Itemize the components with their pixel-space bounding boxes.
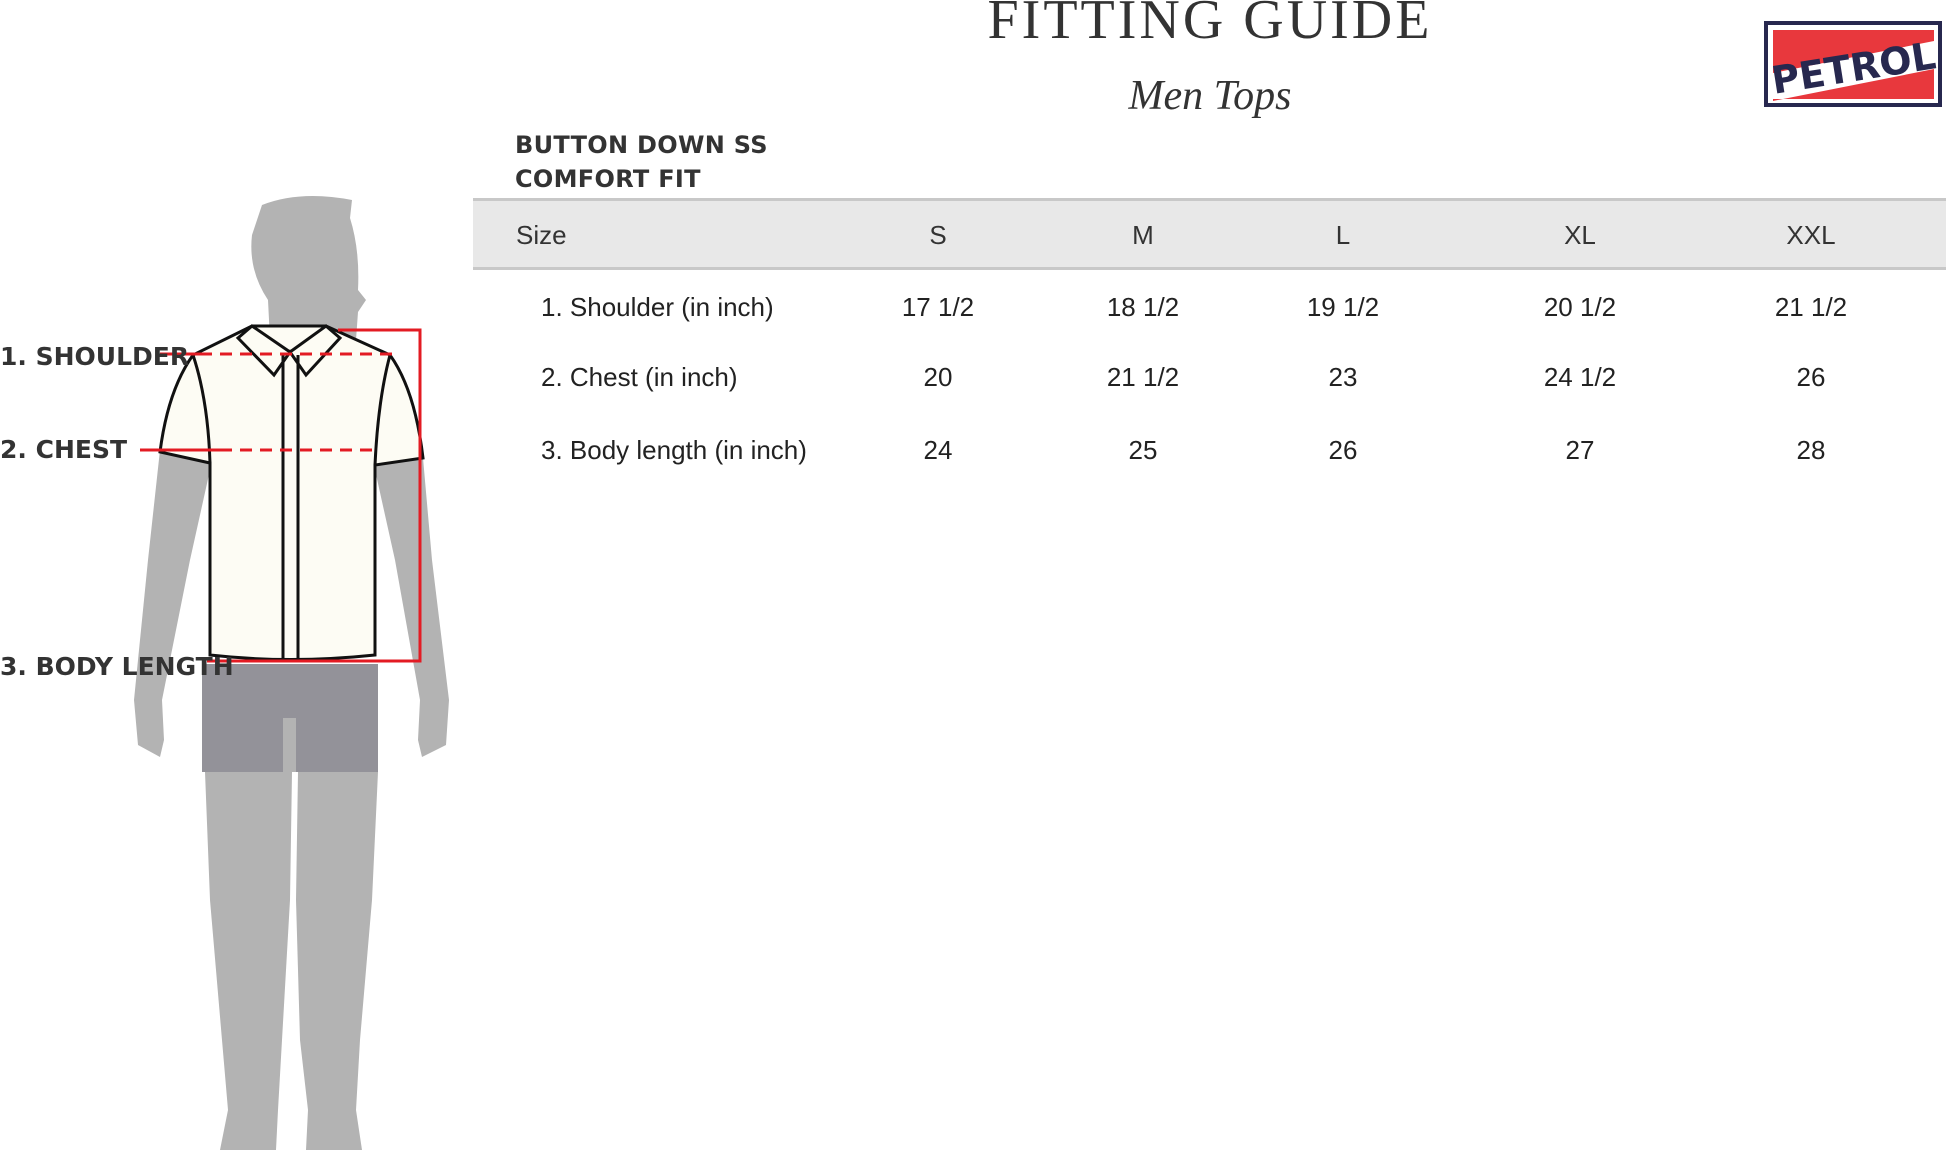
row-label: 2. Chest (in inch) [541,362,738,392]
chest-label: 2. CHEST [0,435,128,464]
table-cell: 24 1/2 [1543,362,1617,392]
table-cell: 26 [1796,362,1826,392]
size-column-header: M [1132,220,1154,250]
page-title: FITTING GUIDE [987,0,1433,51]
size-column-header: S [929,220,947,250]
size-column-header: XXL [1786,220,1836,250]
table-cell: 18 1/2 [1106,292,1180,322]
size-column-header: XL [1564,220,1596,250]
product-fit: COMFORT FIT [515,165,701,193]
table-cell: 21 1/2 [1106,362,1180,392]
petrol-logo: PETROL [1764,21,1942,107]
row-label: 3. Body length (in inch) [541,435,807,465]
shirt [158,324,425,662]
page-subtitle: Men Tops [1128,73,1292,119]
size-header: Size [516,220,567,250]
table-cell: 20 1/2 [1543,292,1617,322]
row-label: 1. Shoulder (in inch) [541,292,774,322]
table-cell: 26 [1328,435,1358,465]
measure-lines [140,328,422,663]
product-name: BUTTON DOWN SS [515,131,768,159]
table-cell: 24 [923,435,953,465]
table-cell: 21 1/2 [1774,292,1848,322]
table-cell: 25 [1128,435,1158,465]
shoulder-label: 1. SHOULDER [0,342,190,371]
table-cell: 23 [1328,362,1358,392]
table-header-band [473,198,1946,270]
measurement-figure [134,196,449,1150]
table-cell: 17 1/2 [901,292,975,322]
table-cell: 28 [1796,435,1826,465]
body-length-label: 3. BODY LENGTH [0,652,234,681]
table-cell: 19 1/2 [1306,292,1380,322]
table-cell: 27 [1565,435,1595,465]
size-column-header: L [1335,220,1351,250]
table-cell: 20 [923,362,953,392]
